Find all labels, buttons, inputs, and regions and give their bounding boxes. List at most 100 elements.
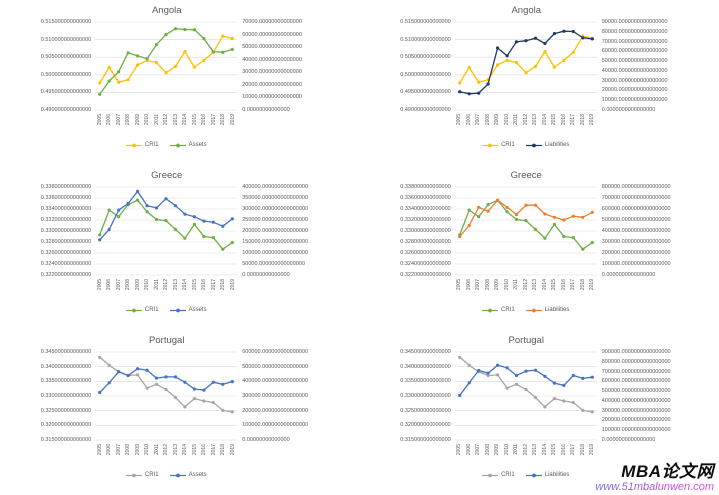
x-axis-label: 2015 (551, 114, 558, 126)
data-point (98, 92, 102, 96)
x-axis-label: 2019 (589, 114, 596, 126)
data-point (107, 363, 112, 367)
x-axis-tick: 2009 (133, 114, 142, 139)
x-axis-tick: 2011 (152, 444, 161, 469)
x-axis-tick: 2016 (559, 114, 568, 139)
x-axis: 2005 2006 2007 2008 2009 2010 2011 2012 2013 2014… (95, 279, 237, 304)
y-axis-label: 0.338000000000000 (400, 184, 451, 190)
x-axis-label: 2012 (163, 444, 170, 456)
y-axis-label: 100000.0000000000000000 (601, 427, 671, 434)
data-point (155, 43, 159, 47)
legend-label: Liabilities (544, 307, 570, 313)
x-axis-label: 2006 (465, 444, 472, 456)
plot-area (95, 21, 238, 111)
chart-angola-liabilities: Angola 0.515000000000000 0.51000000000000… (360, 0, 719, 165)
data-point (164, 197, 168, 201)
x-axis-tick: 2014 (540, 279, 549, 304)
data-point (505, 386, 509, 390)
y-axis-label: 10000.0000000000000000 (601, 97, 668, 104)
y-axis-label: 300000.000000000000000 (242, 206, 309, 212)
legend-swatch-liabilities (525, 308, 542, 312)
plot-area (454, 351, 597, 441)
data-point (505, 58, 509, 63)
y-axis-label: 0.490000000000000 (40, 106, 92, 113)
legend: CRI1 Liabilities (455, 142, 597, 148)
x-axis-label: 2013 (172, 114, 179, 126)
x-axis-tick: 2007 (114, 444, 123, 469)
y-axis-label: 0.330000000000000 (400, 228, 451, 234)
x-axis-label: 2008 (125, 444, 132, 456)
x-axis-label: 2019 (229, 114, 236, 126)
x-axis-tick: 2008 (124, 444, 133, 469)
data-point (230, 380, 235, 384)
y-axis-label: 400000.0000000000000000 (601, 397, 671, 404)
x-axis-label: 2017 (570, 279, 577, 291)
x-axis-label: 2008 (125, 114, 132, 126)
data-point (580, 215, 585, 219)
data-point (543, 212, 547, 216)
x-axis-label: 2011 (513, 444, 520, 455)
data-point (126, 373, 130, 378)
chart-greece-liabilities: Greece 0.338000000000000 0.33600000000000… (360, 165, 719, 330)
legend-item-assets: Assets (169, 472, 207, 478)
data-point (126, 51, 130, 55)
y-axis-label: 0.320000000000000 (400, 422, 451, 429)
y-axis-label: 500000.0000000000000000 (601, 217, 671, 223)
y-axis-label: 500000.000000000000000 (242, 363, 309, 370)
data-point (183, 405, 187, 409)
chart-body: 0.338000000000000 0.336000000000000 0.3340… (369, 184, 710, 313)
x-axis-tick: 2014 (540, 114, 549, 139)
right-axis: 90000.0000000000000000 80000.000000000000… (597, 19, 710, 113)
left-axis: 0.515000000000000 0.510000000000000 0.5050… (9, 19, 95, 113)
y-axis-label: 400000.000000000000000 (242, 184, 309, 190)
data-point (571, 400, 575, 405)
legend-item-cri1: CRI1 (482, 472, 515, 478)
series-line-cri1 (99, 35, 233, 84)
data-point (514, 382, 518, 386)
data-point (126, 78, 130, 82)
data-point (164, 375, 168, 379)
x-axis-tick: 2011 (512, 444, 521, 469)
data-point (514, 212, 518, 217)
data-point (193, 222, 197, 226)
data-point (221, 247, 225, 251)
y-axis-label: 300000.000000000000000 (242, 392, 309, 399)
x-axis-tick: 2015 (549, 114, 558, 139)
data-point (117, 80, 121, 84)
x-axis-tick: 2016 (199, 279, 208, 304)
data-point (145, 368, 149, 372)
x-axis-label: 2014 (182, 279, 189, 291)
x-axis-label: 2014 (541, 114, 548, 126)
data-point (107, 227, 112, 232)
y-axis-label: 30000.00000000000000 (242, 69, 302, 76)
y-axis-label: 70000.00000000000000 (242, 19, 302, 25)
y-axis-label: 0.324000000000000 (400, 261, 451, 267)
data-point (183, 236, 187, 240)
data-point (193, 215, 197, 219)
left-axis: 0.345000000000000 0.340000000000000 0.3350… (369, 349, 455, 443)
legend-label: CRI1 (144, 472, 159, 478)
x-axis-tick: 2018 (218, 114, 227, 139)
chart-portugal-assets: Portugal 0.345000000000000 0.340000000000… (0, 330, 360, 495)
y-axis-label: 0.324000000000000 (40, 261, 92, 267)
y-axis-label: 400000.0000000000000000 (601, 228, 671, 234)
y-axis-label: 0.326000000000000 (40, 250, 92, 256)
data-point (164, 33, 168, 37)
y-axis-label: 100000.0000000000000000 (601, 261, 671, 267)
x-axis-label: 2013 (532, 114, 539, 126)
y-axis-label: 200000.0000000000000000 (601, 250, 671, 256)
x-axis-tick: 2016 (559, 444, 568, 469)
y-axis-label: 40000.00000000000000 (242, 56, 302, 63)
y-axis-label: 0.315000000000000 (400, 436, 451, 443)
legend-item-cri1: CRI1 (125, 307, 159, 313)
x-axis-tick: 2015 (549, 279, 558, 304)
legend-swatch-cri1 (125, 308, 142, 312)
x-axis-label: 2019 (589, 444, 596, 456)
x-axis-label: 2014 (182, 114, 189, 126)
data-point (230, 240, 235, 245)
y-axis-label: 350000.000000000000000 (242, 195, 309, 201)
data-point (590, 410, 594, 414)
y-axis-label: 0.515000000000000 (400, 19, 451, 25)
x-axis-label: 2016 (560, 114, 567, 126)
y-axis-label: 200000.0000000000000000 (601, 417, 671, 424)
